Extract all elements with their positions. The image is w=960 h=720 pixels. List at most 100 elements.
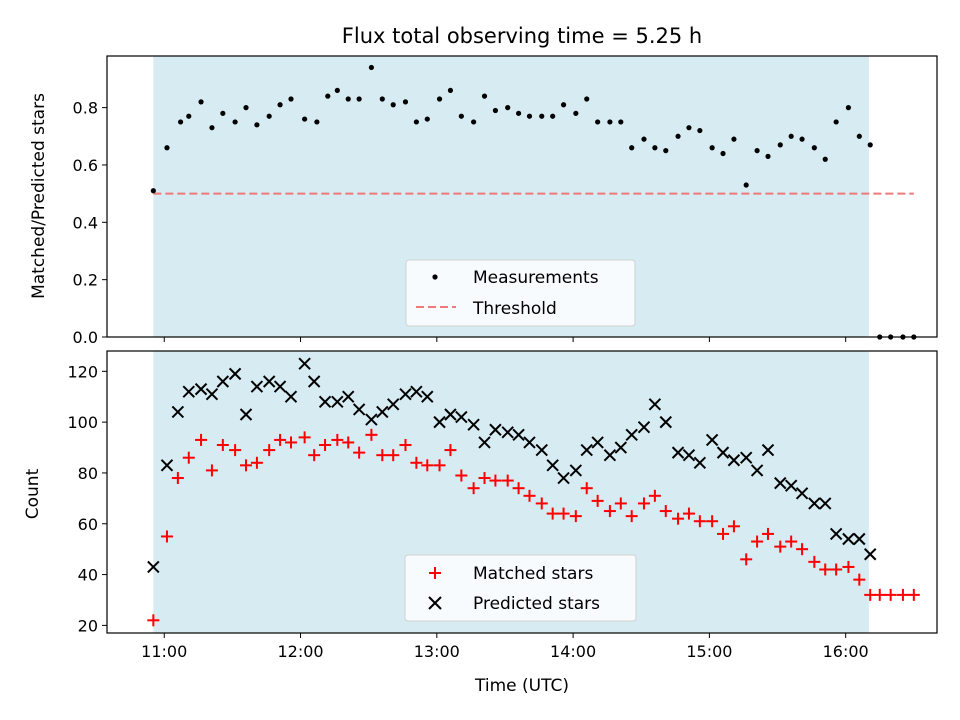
predicted-star-point: [716, 446, 730, 459]
predicted-stroke: [842, 532, 855, 546]
predicted-stroke: [147, 560, 160, 574]
bottom-y-tick-label: 100: [67, 413, 98, 432]
matched-star-point: [557, 507, 570, 520]
predicted-stroke: [489, 423, 502, 436]
measurement-point: [550, 113, 556, 119]
matched-star-point: [569, 510, 582, 523]
measurement-point: [833, 119, 839, 125]
predicted-star-point: [535, 443, 548, 457]
predicted-star-point: [637, 421, 651, 434]
predicted-stroke: [273, 380, 287, 393]
matched-star-point: [740, 553, 753, 566]
matched-star-point: [907, 588, 920, 601]
bottom-y-tick-label: 20: [78, 616, 98, 635]
matched-star-point: [614, 497, 627, 510]
measurement-point: [277, 102, 283, 108]
predicted-stroke: [603, 448, 617, 462]
matched-star-point: [706, 515, 719, 528]
predicted-star-point: [580, 443, 593, 457]
legend-predicted-label: Predicted stars: [473, 594, 600, 614]
predicted-star-point: [365, 413, 378, 426]
measurement-point: [777, 142, 783, 148]
predicted-stroke: [557, 471, 570, 485]
predicted-star-point: [693, 456, 707, 469]
measurement-point: [198, 99, 204, 105]
predicted-star-point: [819, 497, 832, 510]
matched-star-point: [751, 535, 764, 548]
top-y-axis-ticks: 0.0 0.2 0.4 0.6 0.8: [73, 99, 107, 347]
top-y-tick-label: 0.6: [73, 156, 98, 175]
measurement-point: [686, 125, 692, 131]
predicted-stroke: [478, 436, 491, 449]
predicted-star-point: [774, 476, 787, 490]
predicted-star-point: [399, 387, 412, 401]
measurement-point: [471, 119, 477, 125]
measurement-point: [481, 93, 488, 99]
matched-star-point: [182, 451, 195, 464]
predicted-stroke: [637, 421, 651, 434]
bottom-panel: 20 40 60 80 100 120 11:00 12:00 13:00 14:00 15:00…: [23, 350, 938, 696]
bottom-x-tick-label: 13:00: [414, 642, 460, 661]
predicted-star-point: [478, 436, 491, 449]
predicted-stroke: [829, 527, 843, 541]
measurement-point: [164, 145, 170, 151]
predicted-star-point: [318, 395, 332, 409]
measurement-point: [618, 119, 624, 125]
bottom-x-tick-label: 16:00: [823, 642, 869, 661]
predicted-star-point: [467, 418, 480, 431]
predicted-stroke: [716, 446, 730, 459]
measurement-points: [150, 64, 917, 340]
measurement-point: [209, 125, 215, 131]
measurement-point: [458, 113, 464, 119]
bottom-x-tick-label: 14:00: [550, 642, 596, 661]
matched-star-point: [682, 507, 695, 520]
matched-star-point: [365, 428, 378, 441]
bottom-y-axis-label: Count: [23, 468, 43, 519]
matched-star-point: [284, 436, 297, 449]
predicted-star-point: [307, 375, 321, 388]
bottom-y-axis-ticks: 20 40 60 80 100 120: [67, 362, 107, 635]
legend-measurements-label: Measurements: [473, 268, 599, 288]
bottom-y-tick-label: 120: [67, 362, 98, 381]
predicted-stroke: [444, 408, 457, 421]
predicted-star-point: [239, 408, 253, 421]
predicted-star-point: [795, 487, 809, 500]
predicted-star-point: [284, 390, 298, 403]
measurement-point: [629, 145, 635, 151]
top-chart-title: Flux total observing time = 5.25 h: [342, 24, 702, 48]
measurement-point: [641, 136, 647, 142]
predicted-star-point: [298, 357, 311, 370]
x-axis-label: Time (UTC): [474, 676, 569, 696]
matched-star-point: [648, 489, 661, 502]
predicted-stroke: [853, 532, 866, 546]
measurement-point: [743, 182, 749, 188]
measurement-point: [447, 87, 454, 94]
matched-star-point: [717, 527, 730, 540]
predicted-stroke: [546, 459, 559, 472]
predicted-stroke: [216, 375, 230, 388]
legend-threshold-label: Threshold: [472, 299, 557, 319]
matched-star-point: [819, 563, 832, 576]
matched-star-point: [523, 489, 536, 502]
matched-star-point: [171, 472, 184, 485]
measurement-point: [302, 116, 308, 122]
predicted-star-point: [625, 428, 638, 442]
measurement-point: [663, 148, 669, 154]
top-y-tick-label: 0.4: [73, 213, 98, 232]
measurement-point: [799, 136, 805, 142]
predicted-stroke: [808, 497, 821, 510]
predicted-star-point: [228, 367, 242, 381]
legend-matched-label: Matched stars: [473, 564, 593, 584]
measurement-point: [856, 133, 862, 139]
matched-star-point: [455, 469, 468, 482]
predicted-star-point: [501, 426, 514, 439]
predicted-stroke: [580, 443, 593, 457]
predicted-star-point: [864, 548, 877, 561]
predicted-star-point: [250, 380, 264, 393]
matched-star-point: [785, 535, 798, 548]
predicted-star-point: [546, 459, 559, 472]
matched-star-point: [216, 439, 229, 451]
predicted-star-point: [750, 464, 764, 477]
predicted-star-point: [784, 479, 798, 492]
predicted-star-point: [160, 459, 174, 472]
